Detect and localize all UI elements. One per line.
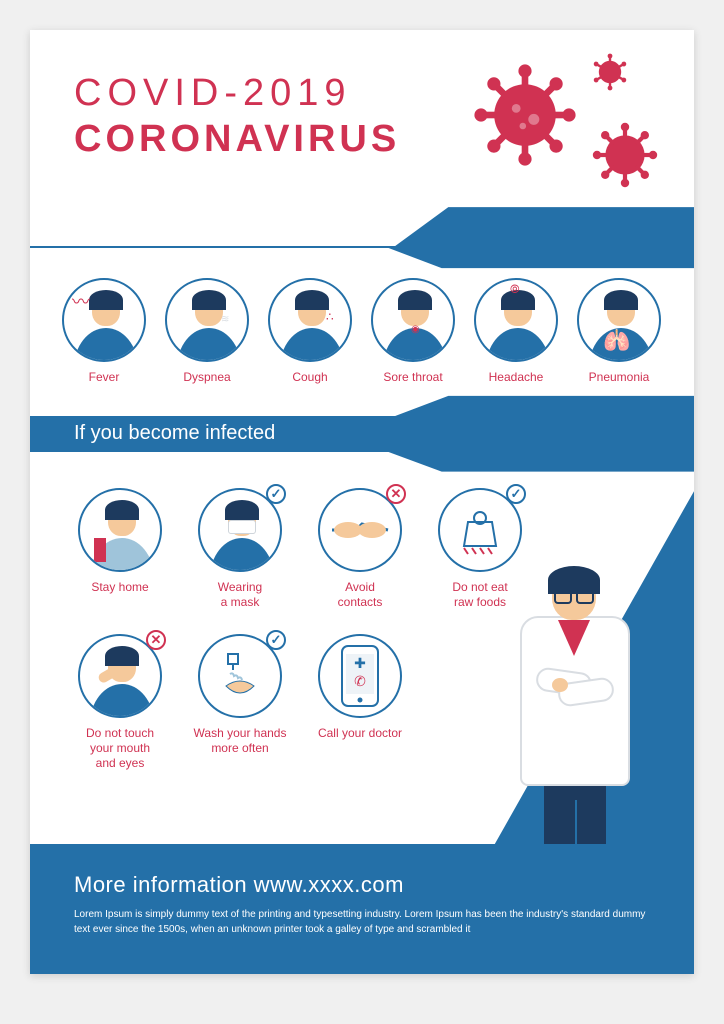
symptom-item: 〰Fever bbox=[58, 278, 150, 385]
symptom-item: 🫁Pneumonia bbox=[573, 278, 665, 385]
tip-label: Call your doctor bbox=[310, 726, 410, 741]
symptom-item: ∴Cough bbox=[264, 278, 356, 385]
symptom-label: Sore throat bbox=[367, 370, 459, 385]
tip-item: Stay home bbox=[70, 488, 170, 610]
section-label-symptoms: Symptoms bbox=[30, 218, 168, 241]
footer-title: More information www.xxxx.com bbox=[74, 872, 404, 898]
virus-icon-large bbox=[470, 60, 580, 170]
tip-item: ✚ ✆ Call your doctor bbox=[310, 634, 410, 771]
symptom-label: Fever bbox=[58, 370, 150, 385]
tip-label: Wash your handsmore often bbox=[190, 726, 290, 756]
doctor-illustration bbox=[502, 566, 652, 846]
tip-item: ✕Avoidcontacts bbox=[310, 488, 410, 610]
symptom-label: Dyspnea bbox=[161, 370, 253, 385]
poster: COVID-2019 CORONAVIRUS bbox=[30, 30, 694, 974]
symptom-row: 〰Fever ≋Dyspnea ∴Cough ◉Sore throat ⦾Hea… bbox=[58, 278, 665, 385]
symptom-label: Pneumonia bbox=[573, 370, 665, 385]
title-line2: CORONAVIRUS bbox=[74, 118, 400, 161]
tip-label: Wearinga mask bbox=[190, 580, 290, 610]
infected-grid: Stay home✓Wearinga mask✕Avoidcontacts✓Do… bbox=[70, 488, 530, 795]
title-line1: COVID-2019 bbox=[74, 72, 352, 115]
tip-item: ✓Wearinga mask bbox=[190, 488, 290, 610]
tip-label: Do not touchyour mouthand eyes bbox=[70, 726, 170, 771]
footer-body: Lorem Ipsum is simply dummy text of the … bbox=[74, 908, 650, 937]
tip-item: ✓Wash your handsmore often bbox=[190, 634, 290, 771]
symptom-item: ≋Dyspnea bbox=[161, 278, 253, 385]
tip-label: Avoidcontacts bbox=[310, 580, 410, 610]
symptom-label: Headache bbox=[470, 370, 562, 385]
svg-text:✆: ✆ bbox=[354, 673, 366, 689]
virus-icon-small bbox=[590, 52, 630, 92]
virus-icon-medium bbox=[590, 120, 660, 190]
symptom-label: Cough bbox=[264, 370, 356, 385]
section-label-infected: If you become infected bbox=[30, 422, 275, 445]
symptom-item: ◉Sore throat bbox=[367, 278, 459, 385]
tip-label: Stay home bbox=[70, 580, 170, 595]
symptom-item: ⦾Headache bbox=[470, 278, 562, 385]
svg-text:✚: ✚ bbox=[354, 655, 366, 671]
tip-item: ✕Do not touchyour mouthand eyes bbox=[70, 634, 170, 771]
